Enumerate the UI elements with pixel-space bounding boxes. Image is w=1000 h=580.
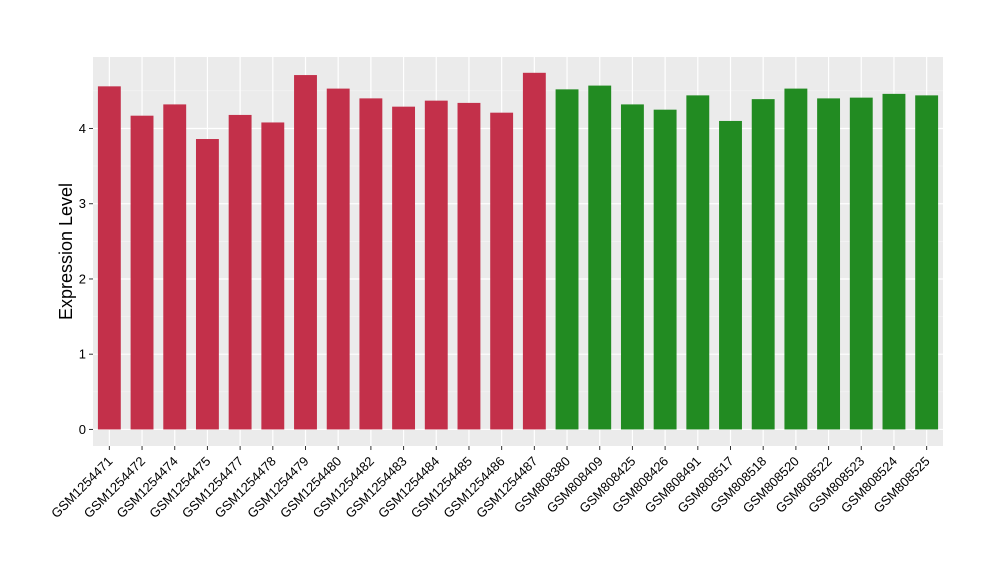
bar-GSM808518 [751, 99, 775, 430]
bar-GSM808524 [882, 93, 906, 430]
bar-GSM1254475 [195, 139, 219, 430]
bar-GSM808525 [915, 95, 939, 430]
bar-GSM1254486 [490, 112, 514, 430]
bar-GSM808523 [849, 97, 873, 430]
bar-GSM1254472 [130, 115, 154, 430]
bar-GSM1254477 [228, 114, 252, 430]
bar-GSM1254487 [522, 72, 546, 430]
bar-GSM1254485 [457, 102, 481, 430]
y-tick-label: 3 [79, 196, 86, 211]
bar-GSM808491 [686, 95, 710, 430]
x-axis: GSM1254471GSM1254472GSM1254474GSM1254475… [48, 446, 933, 521]
bar-GSM1254483 [392, 106, 416, 430]
bar-series [97, 72, 939, 430]
y-axis: 0 1 2 3 4 [79, 121, 93, 437]
bar-GSM1254474 [163, 104, 187, 430]
bar-GSM808522 [817, 98, 841, 430]
bar-GSM1254479 [294, 75, 317, 430]
bar-GSM808520 [784, 88, 808, 430]
y-axis-title: Expression Level [56, 183, 76, 320]
bar-GSM1254478 [261, 122, 285, 430]
bar-GSM808426 [653, 109, 677, 430]
y-tick-label: 2 [79, 271, 86, 286]
bar-GSM808409 [588, 85, 612, 430]
bar-GSM1254484 [424, 100, 448, 430]
bar-GSM1254480 [326, 88, 350, 430]
y-tick-label: 1 [79, 347, 86, 362]
y-tick-label: 0 [79, 422, 86, 437]
bar-GSM808380 [555, 89, 579, 430]
bar-GSM808517 [719, 120, 742, 430]
bar-GSM1254471 [97, 86, 121, 430]
y-tick-label: 4 [79, 121, 86, 136]
bar-GSM1254482 [359, 98, 383, 430]
plot-panel [93, 57, 943, 446]
bar-GSM808425 [620, 104, 644, 430]
